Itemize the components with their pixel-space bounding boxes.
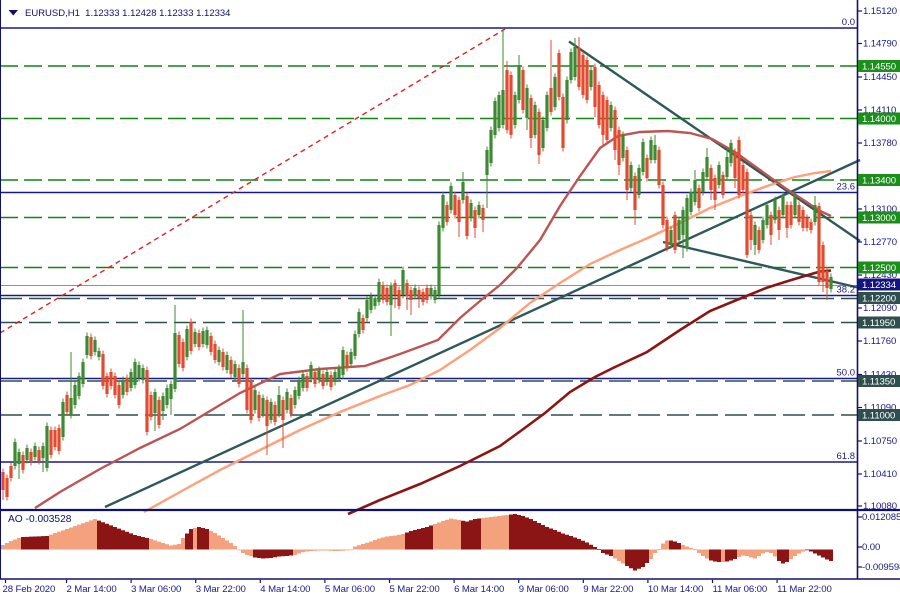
- svg-text:1.14450: 1.14450: [863, 72, 897, 83]
- svg-text:1.14110: 1.14110: [863, 105, 896, 116]
- svg-text:61.8: 61.8: [837, 451, 856, 462]
- svg-text:2 Mar 14:00: 2 Mar 14:00: [67, 584, 117, 595]
- svg-text:1.14550: 1.14550: [862, 62, 896, 73]
- svg-text:1.11760: 1.11760: [863, 336, 896, 347]
- svg-text:50.0: 50.0: [837, 368, 856, 379]
- svg-text:1.13000: 1.13000: [862, 213, 896, 224]
- svg-text:5 Mar 06:00: 5 Mar 06:00: [325, 584, 375, 595]
- svg-text:1.12090: 1.12090: [863, 303, 897, 314]
- svg-text:1.10410: 1.10410: [863, 469, 897, 480]
- svg-text:4 Mar 14:00: 4 Mar 14:00: [260, 584, 310, 595]
- svg-text:1.13780: 1.13780: [863, 138, 897, 149]
- svg-text:1.12334: 1.12334: [862, 280, 897, 291]
- svg-text:9 Mar 06:00: 9 Mar 06:00: [519, 584, 569, 595]
- svg-text:6 Mar 14:00: 6 Mar 14:00: [454, 584, 504, 595]
- svg-text:1.10750: 1.10750: [863, 436, 897, 447]
- svg-text:1.11000: 1.11000: [862, 411, 895, 422]
- svg-text:11 Mar 06:00: 11 Mar 06:00: [713, 584, 768, 595]
- svg-text:3 Mar 22:00: 3 Mar 22:00: [196, 584, 246, 595]
- svg-text:1.10080: 1.10080: [863, 501, 897, 512]
- svg-text:1.11090: 1.11090: [863, 403, 896, 414]
- svg-text:-0.009598: -0.009598: [862, 562, 900, 573]
- svg-text:AO -0.003528: AO -0.003528: [8, 514, 72, 525]
- svg-text:1.12500: 1.12500: [862, 263, 896, 274]
- svg-text:1.14790: 1.14790: [863, 39, 897, 50]
- svg-text:28 Feb 2020: 28 Feb 2020: [3, 584, 56, 595]
- svg-text:1.11350: 1.11350: [862, 377, 895, 388]
- svg-text:10 Mar 14:00: 10 Mar 14:00: [648, 584, 703, 595]
- svg-text:5 Mar 22:00: 5 Mar 22:00: [390, 584, 440, 595]
- svg-text:1.14000: 1.14000: [862, 114, 896, 125]
- svg-text:1.13400: 1.13400: [862, 176, 896, 187]
- svg-text:1.12770: 1.12770: [863, 237, 897, 248]
- svg-text:3 Mar 06:00: 3 Mar 06:00: [131, 584, 181, 595]
- svg-text:1.13100: 1.13100: [863, 204, 897, 215]
- svg-text:11 Mar 22:00: 11 Mar 22:00: [777, 584, 832, 595]
- svg-text:EURUSD,H1 1.12333 1.12428 1.1: EURUSD,H1 1.12333 1.12428 1.12333 1.1233…: [25, 8, 230, 19]
- svg-text:1.12430: 1.12430: [863, 270, 897, 281]
- svg-text:0.0: 0.0: [842, 17, 855, 28]
- svg-text:1.12200: 1.12200: [862, 294, 896, 305]
- svg-text:23.6: 23.6: [837, 182, 856, 193]
- svg-text:0.00: 0.00: [862, 542, 880, 553]
- svg-text:38.2: 38.2: [837, 285, 856, 296]
- svg-text:1.15120: 1.15120: [863, 6, 897, 17]
- svg-text:0.012085: 0.012085: [862, 512, 900, 523]
- svg-text:9 Mar 22:00: 9 Mar 22:00: [583, 584, 633, 595]
- svg-text:1.11950: 1.11950: [862, 318, 895, 329]
